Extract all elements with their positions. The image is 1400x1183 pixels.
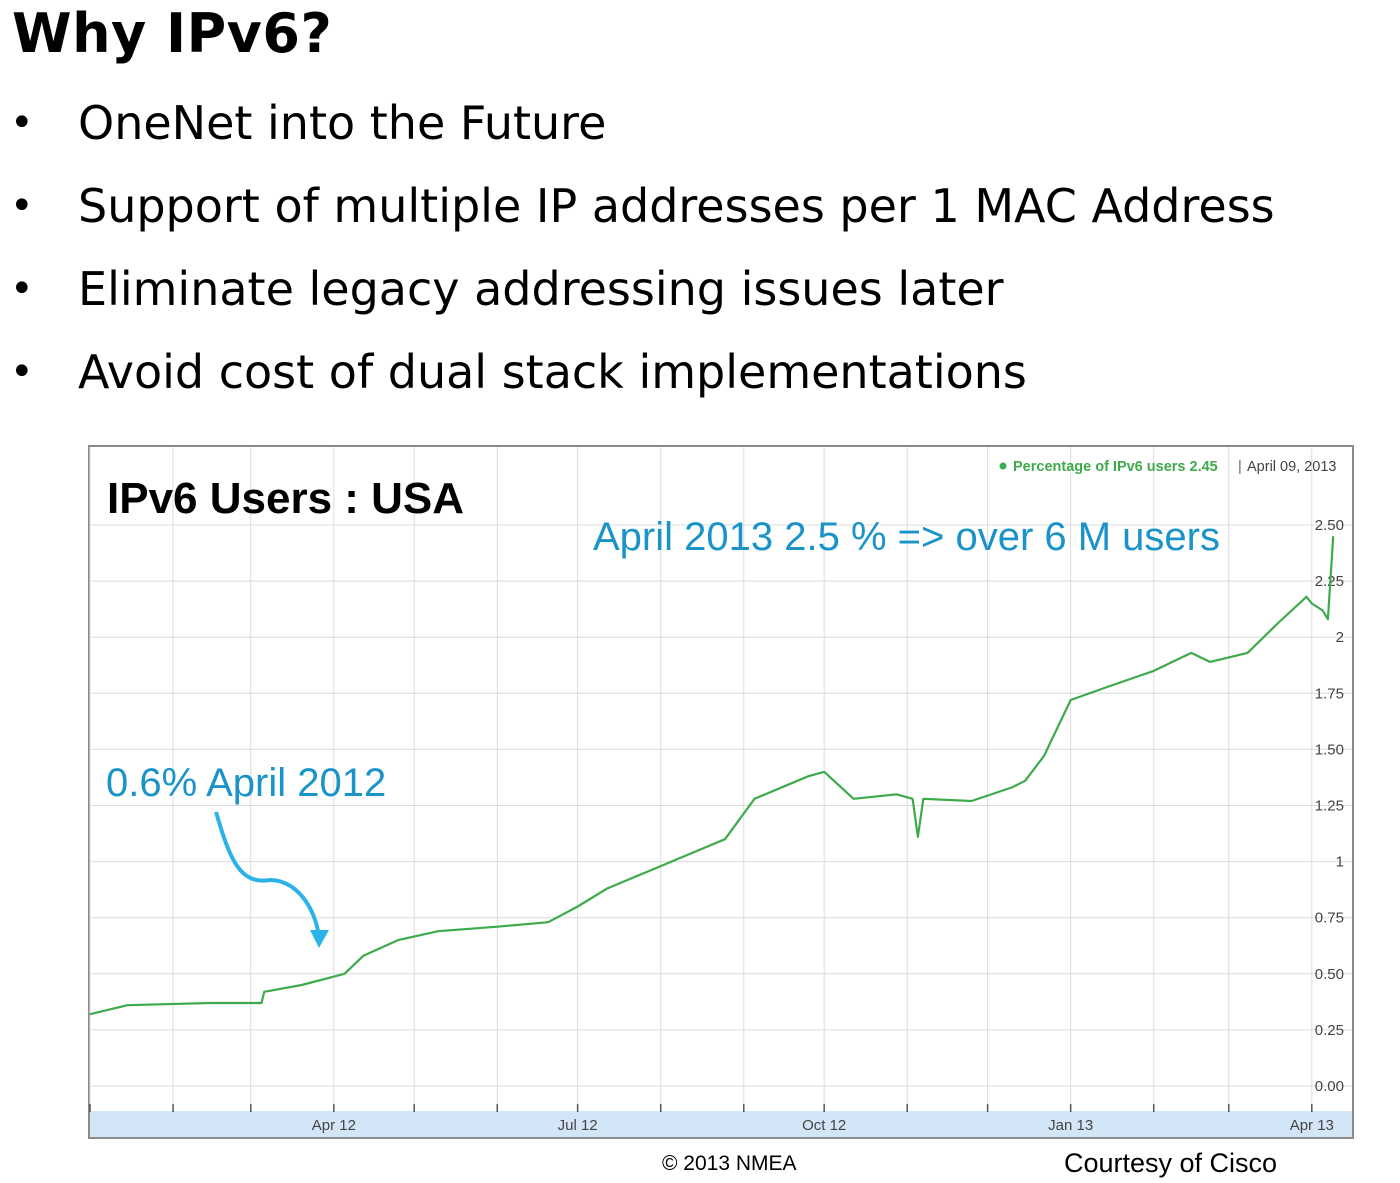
annotation-april-2012: 0.6% April 2012 [106,761,386,805]
bullet-dot-icon: • [10,183,34,229]
legend-separator: | [1238,459,1242,475]
y-tick-label: 1.50 [1315,741,1344,758]
credit-text: Courtesy of Cisco [1064,1148,1278,1178]
bullet-item: • Support of multiple IP addresses per 1… [0,171,1380,241]
y-tick-label: 1.75 [1315,685,1344,702]
annotation-arrow-line [214,811,321,941]
bullet-text: Avoid cost of dual stack implementations [78,345,1027,399]
bullet-item: • Avoid cost of dual stack implementatio… [0,337,1380,407]
bullet-dot-icon: • [10,100,34,146]
bullet-item: • Eliminate legacy addressing issues lat… [0,254,1380,324]
x-axis-band [90,1111,1352,1137]
legend-date: April 09, 2013 [1247,459,1336,475]
bullet-text: OneNet into the Future [78,96,607,150]
slide-title: Why IPv6? [12,2,333,65]
y-tick-label: 0.00 [1315,1078,1344,1095]
copyright-text: © 2013 NMEA [662,1152,797,1175]
x-axis: Apr 12 Jul 12 Oct 12 Jan 13 Apr 13 [89,1104,1334,1134]
annotation-april-2013: April 2013 2.5 % => over 6 M users [593,515,1220,559]
annotation-arrow [214,811,329,948]
series-layer [89,536,1335,1016]
chart-title: IPv6 Users : USA [107,474,464,523]
chart-frame [88,445,1354,1139]
bullet-text: Support of multiple IP addresses per 1 M… [78,179,1275,233]
y-tick-label: 1.25 [1315,798,1344,815]
x-tick-label: Jul 12 [558,1117,598,1134]
y-tick-label: 0.50 [1315,966,1344,983]
x-tick-label: Jan 13 [1048,1117,1093,1134]
series-line [89,536,1335,1016]
bullet-text: Eliminate legacy addressing issues later [78,262,1004,316]
x-tick-label: Apr 12 [312,1117,356,1134]
legend-marker-icon [999,462,1007,470]
chart-legend: Percentage of IPv6 users 2.45 | April 09… [999,459,1336,475]
y-tick-label: 1 [1336,854,1344,871]
x-tick-label: Oct 12 [802,1117,846,1134]
x-tick-label: Apr 13 [1290,1117,1334,1134]
bullet-item: • OneNet into the Future [0,88,1380,158]
legend-label: Percentage of IPv6 users 2.45 [1013,459,1218,475]
annotation-arrow-head-icon [310,930,329,948]
y-tick-label: 0.25 [1315,1022,1344,1039]
y-tick-label: 2.50 [1315,517,1344,534]
chart-grid [89,447,1352,1111]
bullet-dot-icon: • [10,349,34,395]
y-tick-label: 0.75 [1315,910,1344,927]
bullet-dot-icon: • [10,266,34,312]
y-tick-label: 2 [1336,629,1344,646]
